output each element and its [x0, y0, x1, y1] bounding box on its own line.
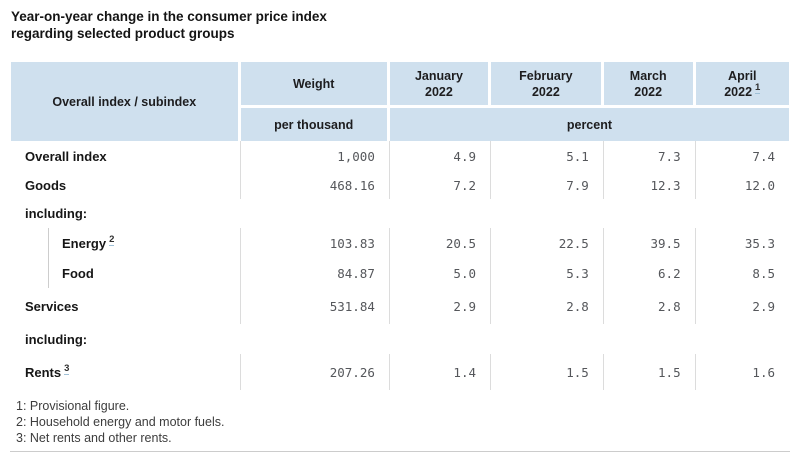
- footnotes: 1: Provisional figure. 2: Household ener…: [16, 398, 800, 446]
- table-row-services: Services 531.84 2.9 2.8 2.8 2.9: [11, 288, 789, 324]
- value-cell: 5.3: [491, 258, 604, 288]
- header-label-col: Overall index / subindex: [11, 62, 241, 141]
- page-title: Year-on-year change in the consumer pric…: [0, 0, 800, 42]
- footnote-3: 3: Net rents and other rents.: [16, 431, 172, 445]
- value-cell: 2.8: [491, 288, 604, 324]
- value-cell: 39.5: [604, 228, 696, 258]
- value-cell: 1.5: [491, 354, 604, 390]
- header-month-february: February 2022: [491, 62, 604, 108]
- table-row-rents: Rents 3 207.26 1.4 1.5 1.5 1.6: [11, 354, 789, 390]
- footnote-1: 1: Provisional figure.: [16, 399, 130, 413]
- value-cell: 5.1: [491, 141, 604, 171]
- weight-cell: 84.87: [241, 258, 390, 288]
- table-body: Overall index 1,000 4.9 5.1 7.3 7.4 Good…: [11, 141, 789, 390]
- value-cell: 1.6: [752, 364, 775, 380]
- footnote-2: 2: Household energy and motor fuels.: [16, 415, 225, 429]
- value-cell: 7.9: [491, 171, 604, 199]
- value-cell: 2.8: [604, 288, 696, 324]
- page-title-line2: regarding selected product groups: [11, 26, 235, 41]
- value-cell: 7.2: [390, 171, 491, 199]
- value-cell: 5.0: [390, 258, 491, 288]
- header-values-unit: percent: [389, 108, 789, 141]
- value-cell: 12.3: [604, 171, 696, 199]
- value-cell: 22.5: [491, 228, 604, 258]
- header-month-march: March 2022: [603, 62, 696, 108]
- weight-cell: 468.16: [241, 171, 390, 199]
- weight-cell: 207.26: [241, 354, 390, 390]
- weight-cell: 1,000: [241, 141, 390, 171]
- table-row-including-goods: including:: [11, 199, 789, 228]
- value-cell: 20.5: [390, 228, 491, 258]
- value-cell: 12.0: [744, 177, 775, 193]
- row-label: Goods: [11, 171, 241, 199]
- value-cell: 8.5: [752, 265, 775, 281]
- header-month-january: January 2022: [389, 62, 491, 108]
- table-row-overall-index: Overall index 1,000 4.9 5.1 7.3 7.4: [11, 141, 789, 171]
- value-cell: 4.9: [390, 141, 491, 171]
- table-row-goods: Goods 468.16 7.2 7.9 12.3 12.0: [11, 171, 789, 199]
- table-row-food: Food 84.87 5.0 5.3 6.2 8.5: [11, 258, 789, 288]
- section-label: including:: [25, 331, 88, 347]
- header-month-april: April 2022 1: [695, 62, 789, 108]
- section-label: including:: [25, 206, 88, 221]
- value-cell: 1.4: [390, 354, 491, 390]
- footnote-link-2[interactable]: 2: [109, 234, 115, 247]
- cpi-table: Overall index / subindex Weight January …: [11, 62, 789, 390]
- table-header: Overall index / subindex Weight January …: [11, 62, 789, 141]
- value-cell: 6.2: [604, 258, 696, 288]
- row-label: Energy 2: [11, 228, 241, 258]
- footnote-link-3[interactable]: 3: [64, 363, 70, 376]
- page-title-line1: Year-on-year change in the consumer pric…: [11, 9, 327, 24]
- header-weight: Weight: [240, 62, 390, 108]
- weight-cell: 531.84: [241, 288, 390, 324]
- value-cell: 35.3: [744, 235, 775, 251]
- row-label: Overall index: [11, 141, 241, 171]
- header-weight-unit: per thousand: [240, 108, 390, 141]
- table-row-energy: Energy 2 103.83 20.5 22.5 39.5 35.3: [11, 228, 789, 258]
- value-cell: 7.4: [752, 148, 775, 164]
- bottom-divider: [10, 451, 790, 452]
- row-label: Services: [11, 288, 241, 324]
- value-cell: 2.9: [752, 298, 775, 314]
- row-label: Rents 3: [11, 354, 241, 390]
- weight-cell: 103.83: [241, 228, 390, 258]
- row-label: Food: [11, 258, 241, 288]
- table-row-including-services: including:: [11, 324, 789, 354]
- footnote-link-1[interactable]: 1: [755, 82, 761, 95]
- value-cell: 7.3: [604, 141, 696, 171]
- value-cell: 1.5: [604, 354, 696, 390]
- value-cell: 2.9: [390, 288, 491, 324]
